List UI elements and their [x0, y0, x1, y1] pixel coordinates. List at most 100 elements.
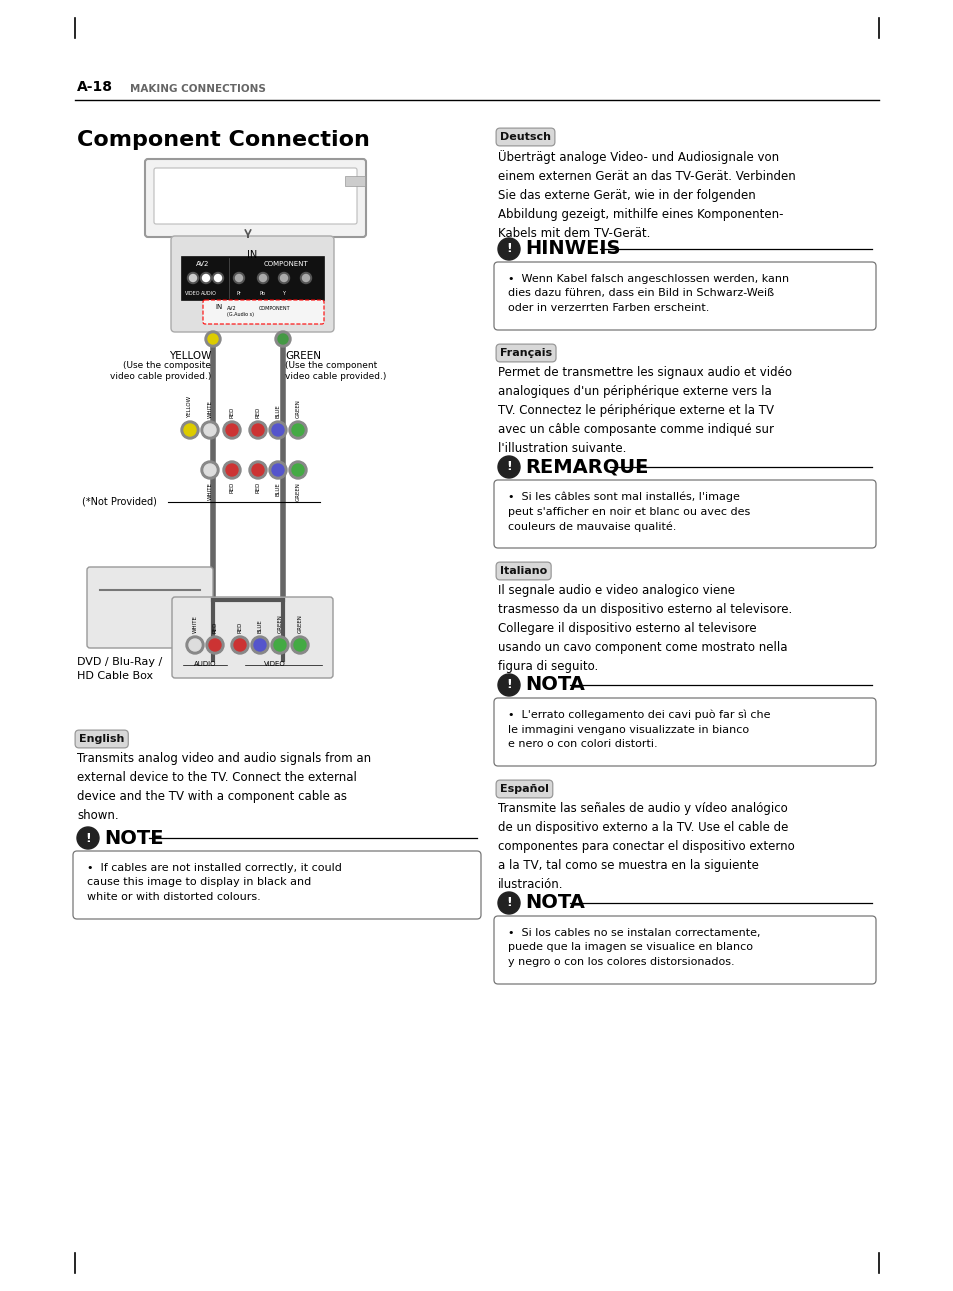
- Circle shape: [251, 636, 269, 655]
- Circle shape: [294, 639, 306, 651]
- Text: Pr: Pr: [236, 290, 241, 296]
- Text: YELLOW: YELLOW: [188, 396, 193, 418]
- Text: •  L'errato collegamento dei cavi può far sì che
le immagini vengano visualizzat: • L'errato collegamento dei cavi può far…: [507, 710, 770, 749]
- FancyBboxPatch shape: [494, 262, 875, 330]
- Circle shape: [257, 272, 268, 284]
- Text: BLUE: BLUE: [257, 620, 262, 633]
- FancyBboxPatch shape: [494, 480, 875, 547]
- Bar: [345, 176, 365, 186]
- Circle shape: [189, 639, 201, 651]
- Text: VIDEO: VIDEO: [264, 661, 286, 667]
- FancyBboxPatch shape: [494, 917, 875, 984]
- FancyBboxPatch shape: [73, 851, 480, 919]
- Text: GREEN: GREEN: [297, 615, 302, 633]
- Circle shape: [292, 423, 304, 436]
- Circle shape: [280, 275, 287, 281]
- Circle shape: [291, 636, 309, 655]
- Text: !: !: [85, 831, 91, 844]
- Circle shape: [231, 636, 249, 655]
- FancyBboxPatch shape: [153, 168, 356, 225]
- Circle shape: [205, 330, 221, 347]
- Text: WHITE: WHITE: [208, 400, 213, 418]
- Text: RED: RED: [237, 622, 242, 633]
- Circle shape: [214, 275, 221, 281]
- Text: (Use the composite
video cable provided.): (Use the composite video cable provided.…: [110, 361, 211, 381]
- Circle shape: [300, 272, 312, 284]
- Circle shape: [181, 421, 199, 439]
- Text: •  Wenn Kabel falsch angeschlossen werden, kann
dies dazu führen, dass ein Bild : • Wenn Kabel falsch angeschlossen werden…: [507, 274, 788, 312]
- Text: Überträgt analoge Video- und Audiosignale von
einem externen Gerät an das TV-Ger: Überträgt analoge Video- und Audiosignal…: [497, 150, 795, 240]
- Text: Component Connection: Component Connection: [77, 130, 370, 150]
- Text: HINWEIS: HINWEIS: [524, 240, 619, 258]
- Text: NOTA: NOTA: [524, 893, 584, 913]
- Bar: [181, 256, 324, 300]
- Text: GREEN: GREEN: [277, 615, 282, 633]
- Circle shape: [274, 330, 291, 347]
- Text: Français: Français: [499, 349, 552, 358]
- FancyBboxPatch shape: [171, 236, 334, 332]
- Circle shape: [269, 421, 287, 439]
- Circle shape: [235, 275, 242, 281]
- FancyBboxPatch shape: [87, 567, 213, 648]
- Circle shape: [184, 423, 195, 436]
- Text: English: English: [79, 735, 124, 744]
- Circle shape: [259, 275, 266, 281]
- Text: AUDIO: AUDIO: [193, 661, 216, 667]
- Circle shape: [269, 461, 287, 479]
- Circle shape: [497, 674, 519, 696]
- Text: BLUE: BLUE: [275, 482, 280, 496]
- Text: MAKING CONNECTIONS: MAKING CONNECTIONS: [130, 84, 266, 94]
- Text: BLUE: BLUE: [275, 404, 280, 418]
- Text: WHITE: WHITE: [208, 482, 213, 500]
- Circle shape: [252, 423, 264, 436]
- Text: •  If cables are not installed correctly, it could
cause this image to display i: • If cables are not installed correctly,…: [87, 862, 341, 902]
- Circle shape: [249, 461, 267, 479]
- Circle shape: [201, 461, 219, 479]
- Circle shape: [202, 275, 210, 281]
- Circle shape: [497, 456, 519, 478]
- Text: GREEN: GREEN: [285, 351, 320, 361]
- Text: COMPONENT: COMPONENT: [263, 261, 308, 267]
- Circle shape: [201, 421, 219, 439]
- Text: VIDEO: VIDEO: [185, 290, 200, 296]
- Circle shape: [204, 463, 215, 476]
- Text: RED: RED: [230, 407, 234, 418]
- Text: Transmite las señales de audio y vídeo analógico
de un dispositivo externo a la : Transmite las señales de audio y vídeo a…: [497, 802, 794, 891]
- Text: Deutsch: Deutsch: [499, 132, 551, 142]
- Text: Y: Y: [282, 290, 285, 296]
- Text: !: !: [506, 896, 512, 909]
- Text: RED: RED: [255, 482, 260, 493]
- Text: NOTE: NOTE: [104, 829, 163, 847]
- Text: AV2
(G.Audio s): AV2 (G.Audio s): [227, 306, 253, 316]
- Text: RED: RED: [213, 622, 217, 633]
- FancyBboxPatch shape: [172, 596, 333, 678]
- Circle shape: [223, 421, 241, 439]
- Circle shape: [204, 423, 215, 436]
- Circle shape: [233, 639, 246, 651]
- Text: Transmits analog video and audio signals from an
external device to the TV. Conn: Transmits analog video and audio signals…: [77, 751, 371, 822]
- Circle shape: [200, 272, 212, 284]
- Circle shape: [209, 639, 221, 651]
- Circle shape: [188, 272, 198, 284]
- Circle shape: [497, 892, 519, 914]
- Circle shape: [249, 421, 267, 439]
- Text: IN: IN: [247, 250, 257, 259]
- FancyBboxPatch shape: [203, 300, 324, 324]
- Circle shape: [271, 636, 289, 655]
- Circle shape: [274, 639, 286, 651]
- Text: AV2: AV2: [196, 261, 210, 267]
- FancyBboxPatch shape: [494, 698, 875, 766]
- Text: !: !: [506, 461, 512, 474]
- Circle shape: [186, 636, 204, 655]
- Text: GREEN: GREEN: [295, 399, 300, 418]
- Text: WHITE: WHITE: [193, 615, 197, 633]
- Text: COMPONENT: COMPONENT: [259, 306, 291, 311]
- Text: !: !: [506, 243, 512, 256]
- Text: Permet de transmettre les signaux audio et vidéo
analogiques d'un périphérique e: Permet de transmettre les signaux audio …: [497, 367, 791, 454]
- Circle shape: [226, 463, 237, 476]
- Text: AUDIO: AUDIO: [201, 290, 216, 296]
- Text: DVD / Blu-Ray /
HD Cable Box: DVD / Blu-Ray / HD Cable Box: [77, 657, 162, 680]
- Text: REMARQUE: REMARQUE: [524, 457, 648, 476]
- Circle shape: [252, 463, 264, 476]
- Text: Il segnale audio e video analogico viene
trasmesso da un dispositivo esterno al : Il segnale audio e video analogico viene…: [497, 584, 791, 673]
